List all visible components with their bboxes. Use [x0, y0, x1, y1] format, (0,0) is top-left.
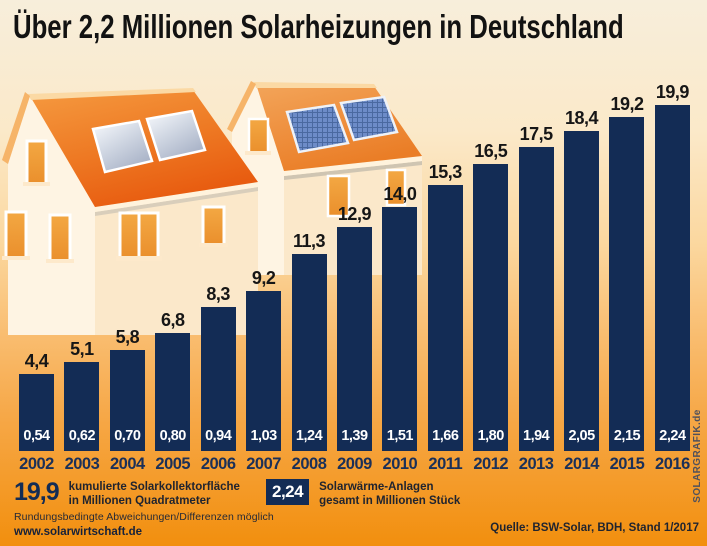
bar: 1,66	[427, 184, 463, 451]
website-text: www.solarwirtschaft.de	[14, 526, 143, 538]
bar-column-2007: 9,2 1,03 2007	[246, 268, 281, 475]
legend-area-value: 19,9	[14, 478, 60, 506]
year-label: 2003	[64, 455, 100, 473]
rounding-note: Rundungsbedingte Abweichungen/Differenze…	[14, 511, 274, 523]
year-label: 2004	[109, 455, 145, 473]
bar-column-2013: 17,5 1,94 2013	[518, 123, 554, 476]
bar: 1,51	[382, 207, 418, 451]
bar-inner-value: 0,70	[114, 428, 141, 444]
bar: 2,05	[564, 130, 600, 451]
bar-column-2008: 11,3 1,24 2008	[291, 231, 327, 475]
bar-inner-value: 1,03	[250, 428, 277, 444]
year-label: 2008	[291, 455, 327, 473]
bar-value-label: 11,3	[293, 231, 326, 252]
bar: 0,70	[109, 350, 145, 451]
bar: 1,94	[518, 146, 554, 451]
bar-column-2015: 19,2 2,15 2015	[609, 93, 645, 475]
bar-value-label: 5,8	[115, 327, 140, 348]
bar: 2,24	[654, 104, 690, 451]
bar-column-2002: 4,4 0,54 2002	[19, 351, 54, 475]
bar: 0,80	[155, 332, 191, 451]
bar-column-2003: 5,1 0,62 2003	[64, 339, 100, 475]
house-left	[2, 88, 258, 335]
year-label: 2012	[473, 455, 509, 473]
bar-inner-value: 1,39	[341, 428, 368, 444]
bar-value-label: 9,2	[251, 267, 276, 288]
bar-value-label: 8,3	[206, 283, 230, 304]
bar-value-label: 6,8	[161, 309, 185, 330]
bar-value-label: 12,9	[337, 203, 372, 224]
bar-column-2012: 16,5 1,80 2012	[473, 140, 509, 475]
bar-value-label: 4,4	[24, 351, 49, 372]
solar-collector-icon	[91, 109, 207, 174]
year-label: 2009	[337, 455, 372, 473]
bar-column-2006: 8,3 0,94 2006	[200, 283, 236, 475]
bar-inner-value: 0,62	[68, 428, 96, 444]
bar-column-2014: 18,4 2,05 2014	[564, 108, 599, 475]
year-label: 2014	[564, 455, 599, 473]
bar: 1,24	[291, 254, 327, 451]
bar-inner-value: 1,51	[386, 428, 414, 444]
bar-value-label: 17,5	[519, 123, 554, 144]
bar-column-2010: 14,0 1,51 2010	[382, 184, 418, 475]
year-label: 2007	[246, 455, 281, 473]
bar-value-label: 19,2	[610, 93, 644, 114]
bar-inner-value: 2,24	[659, 428, 686, 444]
bar-column-2009: 12,9 1,39 2009	[336, 203, 372, 476]
bar-value-label: 16,5	[474, 140, 508, 161]
bar-inner-value: 0,80	[159, 428, 187, 444]
year-label: 2002	[19, 455, 54, 473]
legend-area-label: kumulierte Solarkollektorfläche in Milli…	[68, 481, 240, 507]
year-label: 2015	[609, 455, 645, 473]
bar: 0,62	[64, 362, 100, 451]
bar-inner-value: 2,15	[613, 428, 641, 444]
bar: 1,03	[246, 290, 282, 451]
bar-value-label: 18,4	[565, 107, 599, 128]
bar-inner-value: 1,80	[477, 428, 505, 444]
watermark-text: SOLARGRAFIK.de	[692, 409, 703, 503]
bar-inner-value: 1,94	[523, 428, 550, 444]
bar: 1,80	[473, 163, 509, 451]
bar-value-label: 15,3	[428, 161, 463, 182]
legend-units-value: 2,24	[266, 479, 310, 505]
bar-inner-value: 0,94	[205, 428, 232, 444]
pv-panel-icon	[285, 95, 399, 154]
bar-column-2016: 19,9 2,24 2016	[654, 81, 690, 475]
bar-inner-value: 2,05	[568, 428, 595, 444]
bar-value-label: 19,9	[655, 81, 690, 102]
year-label: 2010	[382, 455, 418, 473]
year-label: 2005	[155, 455, 191, 473]
bar-value-label: 14,0	[383, 184, 417, 205]
bar-chart: 4,4 0,54 2002 5,1 0,62 2003 5,8 0,70 2004 6,8 0,80…	[19, 55, 690, 475]
legend-collector-area: 19,9 kumulierte Solarkollektorfläche in …	[14, 479, 240, 508]
legend-installations: 2,24 Solarwärme-Anlagen gesamt in Millio…	[266, 479, 460, 508]
year-label: 2006	[200, 455, 236, 473]
legend-units-label: Solarwärme-Anlagen gesamt in Millionen S…	[319, 481, 461, 507]
window-icon	[2, 139, 228, 263]
bar: 2,15	[609, 116, 645, 451]
bar-inner-value: 0,54	[23, 428, 50, 444]
bar: 0,54	[19, 374, 54, 451]
bar-inner-value: 1,24	[295, 428, 323, 444]
source-note: Quelle: BSW-Solar, BDH, Stand 1/2017	[490, 522, 699, 534]
year-label: 2013	[518, 455, 554, 473]
year-label: 2016	[655, 455, 690, 473]
page-title: Über 2,2 Millionen Solarheizungen in Deu…	[13, 8, 624, 45]
bar-inner-value: 1,66	[432, 428, 459, 444]
bar: 1,39	[336, 226, 372, 451]
window-icon	[245, 117, 407, 218]
bar-value-label: 5,1	[70, 339, 94, 360]
bar-column-2004: 5,8 0,70 2004	[109, 327, 145, 475]
bar-column-2005: 6,8 0,80 2005	[155, 309, 191, 475]
year-label: 2011	[428, 455, 463, 473]
bar-column-2011: 15,3 1,66 2011	[427, 161, 463, 475]
bar: 0,94	[200, 306, 236, 451]
